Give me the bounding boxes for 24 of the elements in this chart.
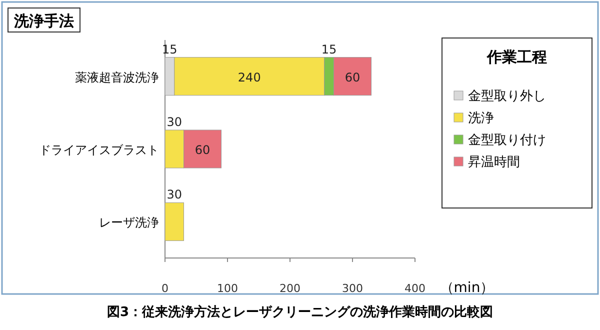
bar (164, 202, 184, 241)
data-label: 30 (166, 188, 182, 202)
x-tick-label: 100 (217, 282, 238, 295)
data-label: 15 (162, 42, 178, 56)
data-label: 30 (166, 115, 182, 129)
data-label: 60 (344, 70, 360, 84)
legend-title: 作業工程 (486, 48, 547, 66)
y-tick-label: 薬液超音波洗浄 (75, 70, 159, 84)
x-tick-label: 300 (342, 282, 363, 295)
x-tick-label: 0 (162, 282, 168, 295)
data-label: 60 (194, 143, 210, 157)
legend-label: 洗浄 (468, 111, 494, 126)
legend-label: 金型取り外し (468, 89, 546, 104)
legend-label: 昇温時間 (468, 155, 520, 170)
y-tick-label: ドライアイスブラスト (39, 143, 159, 157)
y-tick-label: レーザ洗浄 (99, 216, 159, 230)
x-axis-title: （min） (440, 280, 494, 296)
caption: 図3：従来洗浄方法とレーザクリーニングの洗浄作業時間の比較図 (106, 304, 494, 320)
text: 洗浄手法 (13, 12, 74, 30)
data-label: 15 (321, 42, 337, 56)
legend-label: 金型取り付け (468, 133, 546, 148)
x-tick-label: 400 (404, 282, 426, 295)
data-label: 240 (238, 70, 261, 84)
x-tick-label: 200 (280, 282, 300, 295)
